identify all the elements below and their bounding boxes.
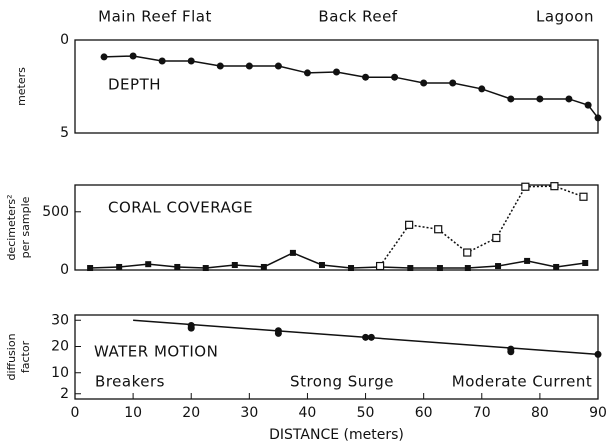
point [245, 62, 253, 70]
x-tick-label: 90 [589, 405, 607, 421]
y-tick-label: 0 [60, 262, 69, 278]
y-tick-label: 5 [60, 125, 69, 141]
point [405, 220, 414, 229]
plot-frame [74, 184, 599, 271]
series-line [90, 252, 586, 269]
region-label: Moderate Current [452, 373, 592, 391]
point [478, 85, 486, 93]
point [202, 265, 209, 272]
point [87, 265, 94, 272]
point [145, 261, 152, 268]
panel-label: CORAL COVERAGE [108, 199, 253, 217]
y-tick-label: 2 [60, 386, 69, 402]
point [594, 114, 602, 122]
point [524, 257, 531, 264]
point [274, 329, 282, 337]
point [449, 79, 457, 87]
x-tick-label: 40 [299, 405, 317, 421]
point [333, 68, 340, 76]
point [391, 73, 399, 81]
point [420, 79, 428, 87]
point [289, 249, 296, 256]
y-tick-label: 0 [60, 32, 69, 48]
point [495, 263, 502, 270]
x-tick-label: 70 [473, 405, 491, 421]
plot-frame [74, 39, 599, 134]
y-tick-label: 20 [51, 339, 69, 355]
point [116, 263, 123, 270]
x-tick-label: 0 [71, 405, 80, 421]
y-tick-label: 30 [51, 312, 69, 328]
y-tick-label: 10 [51, 365, 69, 381]
region-label: Main Reef Flat [98, 8, 212, 26]
series-line [104, 55, 599, 119]
y-axis-label: decimeters² [5, 194, 18, 260]
region-label: Strong Surge [290, 373, 394, 391]
point [129, 52, 137, 60]
point [187, 57, 195, 65]
point [260, 263, 267, 270]
point [231, 261, 238, 268]
point [536, 95, 544, 103]
point [584, 101, 592, 109]
region-label: Breakers [95, 373, 165, 391]
x-tick-label: 20 [182, 405, 200, 421]
x-tick-label: 80 [531, 405, 549, 421]
point [303, 69, 311, 77]
point [434, 225, 443, 234]
point [407, 265, 414, 272]
point [216, 62, 224, 70]
point [362, 333, 370, 341]
point [550, 182, 559, 191]
point [318, 261, 325, 268]
x-tick-label: 60 [415, 405, 433, 421]
point [507, 95, 515, 103]
y-axis-label: per sample [19, 196, 32, 258]
point [594, 350, 602, 358]
region-label: Back Reef [318, 8, 397, 26]
point [187, 324, 195, 332]
y-axis-label: factor [19, 340, 32, 373]
point [521, 182, 530, 191]
panel-label: DEPTH [108, 76, 161, 94]
point [100, 53, 108, 61]
point [582, 260, 589, 267]
x-tick-label: 50 [357, 405, 375, 421]
y-axis-label: diffusion [5, 333, 18, 380]
point [492, 233, 501, 243]
y-tick-label: 500 [42, 204, 69, 220]
point [367, 333, 375, 341]
point [436, 265, 443, 272]
point [553, 263, 560, 270]
point [375, 261, 385, 271]
point [158, 57, 166, 65]
panel-label: WATER MOTION [94, 343, 218, 361]
point [463, 248, 472, 257]
point [362, 73, 370, 81]
series-line [379, 185, 584, 267]
region-label: Lagoon [536, 8, 594, 26]
point [464, 265, 471, 272]
x-tick-label: 10 [124, 405, 142, 421]
point [274, 62, 282, 70]
point [565, 95, 573, 103]
y-axis-label: meters [15, 67, 28, 106]
x-axis-label: DISTANCE (meters) [269, 427, 404, 443]
point [579, 192, 588, 201]
x-tick-label: 30 [240, 405, 258, 421]
point [348, 265, 355, 272]
point [174, 263, 181, 270]
point [507, 348, 515, 356]
